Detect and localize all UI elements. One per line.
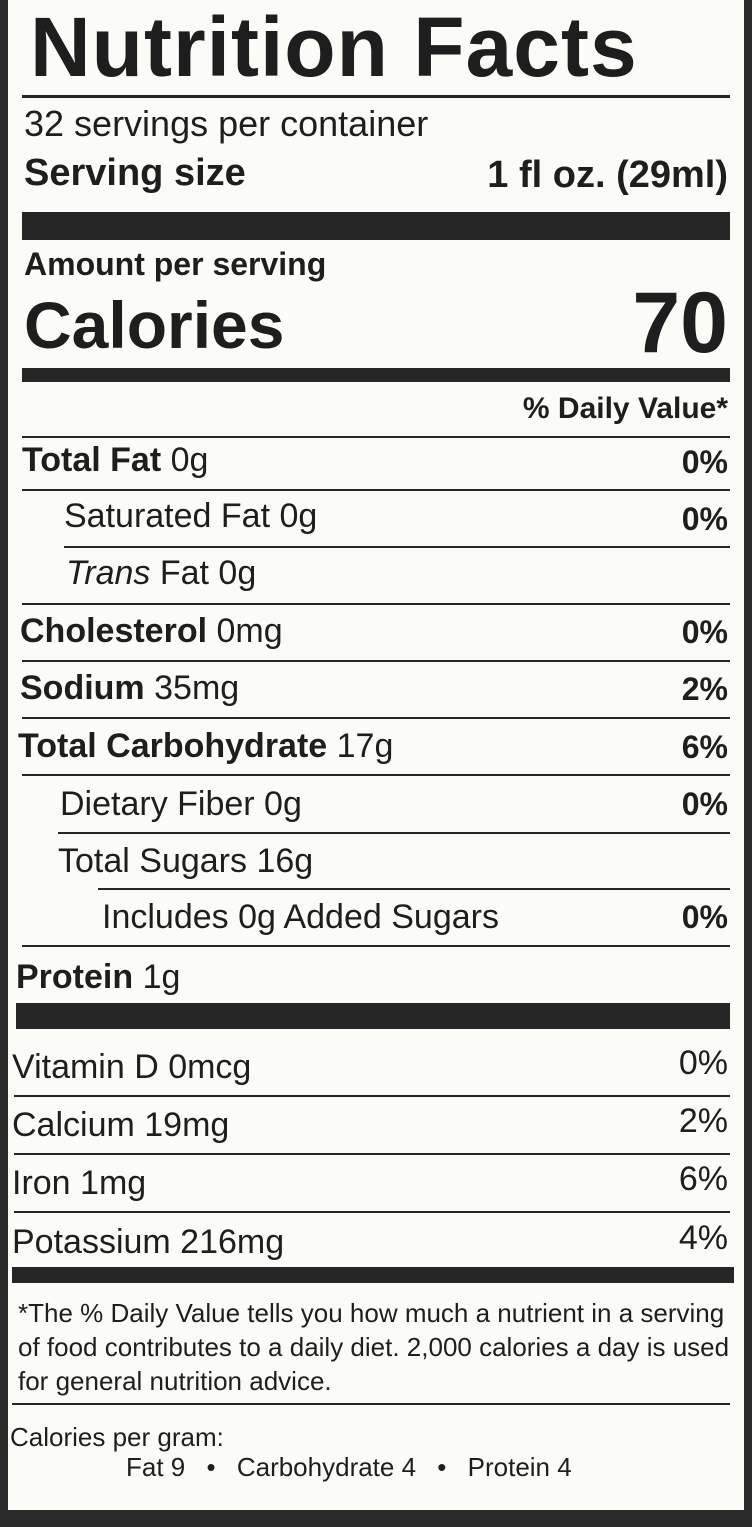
divider-thin <box>14 1095 730 1097</box>
added-sugars-dv: 0% <box>681 899 728 935</box>
nutrient-protein: Protein 1g <box>16 958 181 996</box>
divider-thin <box>22 774 730 776</box>
nutrient-dietary-fiber: Dietary Fiber 0g <box>60 785 302 823</box>
calcium-dv: 2% <box>678 1102 728 1140</box>
iron-dv: 6% <box>678 1160 728 1198</box>
vitamin-d: Vitamin D 0mcg <box>12 1048 252 1086</box>
nutrient-saturated-fat: Saturated Fat 0g <box>64 497 318 535</box>
divider-thin <box>22 603 730 605</box>
nutrient-cholesterol: Cholesterol 0mg <box>20 612 283 650</box>
cholesterol-dv: 0% <box>681 614 728 650</box>
amount-per-serving: Amount per serving <box>24 246 327 282</box>
serving-size-value: 1 fl oz. (29ml) <box>487 154 728 196</box>
divider-thin <box>14 1211 730 1213</box>
sodium-dv: 2% <box>681 671 728 707</box>
serving-size-label: Serving size <box>24 152 246 194</box>
divider-thin <box>22 95 730 98</box>
calories-value: 70 <box>632 275 728 371</box>
divider-thin <box>98 888 730 890</box>
divider-thin <box>22 489 730 491</box>
dietary-fiber-dv: 0% <box>681 786 728 822</box>
servings-per-container: 32 servings per container <box>24 103 429 144</box>
daily-value-header: % Daily Value* <box>522 392 728 425</box>
divider-thin <box>12 1403 730 1405</box>
divider-thin <box>14 1153 730 1155</box>
daily-value-footnote: *The % Daily Value tells you how much a … <box>18 1298 730 1396</box>
label-title: Nutrition Facts <box>30 0 638 94</box>
divider-thin <box>22 717 730 719</box>
divider-thick <box>16 1003 730 1029</box>
nutrient-trans-fat: Trans Fat 0g <box>66 554 257 592</box>
divider-medium <box>22 368 730 382</box>
divider-thick <box>22 212 730 240</box>
nutrient-total-carbohydrate: Total Carbohydrate 17g <box>18 727 394 765</box>
calories-per-gram-label: Calories per gram: <box>10 1422 224 1452</box>
nutrient-total-fat: Total Fat 0g <box>22 441 209 479</box>
total-fat-dv: 0% <box>681 444 728 480</box>
divider-thin <box>58 832 730 834</box>
calories-per-gram-values: Fat 9 • Carbohydrate 4 • Protein 4 <box>126 1452 572 1482</box>
saturated-fat-dv: 0% <box>681 501 728 537</box>
calcium: Calcium 19mg <box>12 1106 230 1144</box>
divider-thin <box>22 660 730 662</box>
nutrient-added-sugars: Includes 0g Added Sugars <box>102 898 499 936</box>
nutrient-total-sugars: Total Sugars 16g <box>58 842 314 880</box>
iron: Iron 1mg <box>12 1164 147 1202</box>
divider-thin <box>22 436 730 438</box>
potassium-dv: 4% <box>678 1219 728 1257</box>
nutrition-facts-label: Nutrition Facts 32 servings per containe… <box>8 0 744 1510</box>
nutrient-sodium: Sodium 35mg <box>20 669 240 707</box>
vitamin-d-dv: 0% <box>678 1044 728 1082</box>
calories-label: Calories <box>24 288 285 362</box>
divider-thin <box>22 945 730 947</box>
total-carbohydrate-dv: 6% <box>681 729 728 765</box>
divider-thin <box>64 546 730 548</box>
potassium: Potassium 216mg <box>12 1223 285 1261</box>
divider-medium <box>12 1267 734 1283</box>
